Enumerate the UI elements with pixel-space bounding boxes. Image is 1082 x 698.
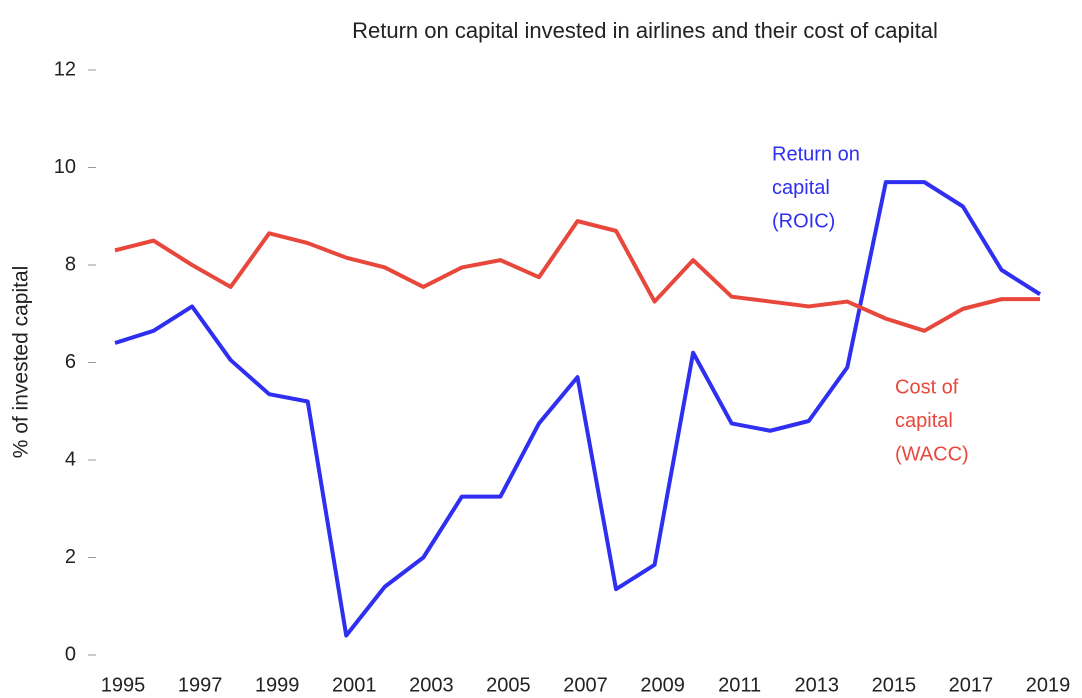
x-tick-label: 2007 [563, 674, 608, 696]
x-tick-label: 2017 [949, 674, 994, 696]
x-tick-label: 2005 [486, 674, 531, 696]
y-axis-label: % of invested capital [10, 266, 33, 459]
y-tick-label: 12 [54, 58, 76, 80]
x-tick-label: 2015 [872, 674, 917, 696]
x-tick-label: 2009 [640, 674, 685, 696]
annotation: capital [895, 410, 953, 432]
annotation: (ROIC) [772, 210, 835, 232]
y-tick-label: 4 [65, 448, 76, 470]
line-series [114, 219, 1040, 333]
x-tick-label: 2001 [332, 674, 377, 696]
x-tick-label: 2019 [1026, 674, 1071, 696]
y-tick-label: 0 [65, 643, 76, 665]
chart-title: Return on capital invested in airlines a… [352, 18, 938, 43]
line-series [114, 180, 1042, 638]
x-tick-label: 1995 [101, 674, 146, 696]
annotation: Return on [772, 143, 860, 165]
x-tick-label: 1997 [178, 674, 223, 696]
y-tick-label: 10 [54, 156, 76, 178]
y-tick-label: 8 [65, 253, 76, 275]
annotation: (WACC) [895, 443, 969, 465]
x-tick-label: 2011 [718, 674, 761, 696]
annotation: Cost of [895, 376, 959, 398]
x-tick-label: 2013 [795, 674, 840, 696]
x-tick-label: 2003 [409, 674, 454, 696]
y-tick-label: 2 [65, 546, 76, 568]
x-tick-label: 1999 [255, 674, 300, 696]
annotation: capital [772, 177, 830, 199]
y-tick-label: 6 [65, 351, 76, 373]
